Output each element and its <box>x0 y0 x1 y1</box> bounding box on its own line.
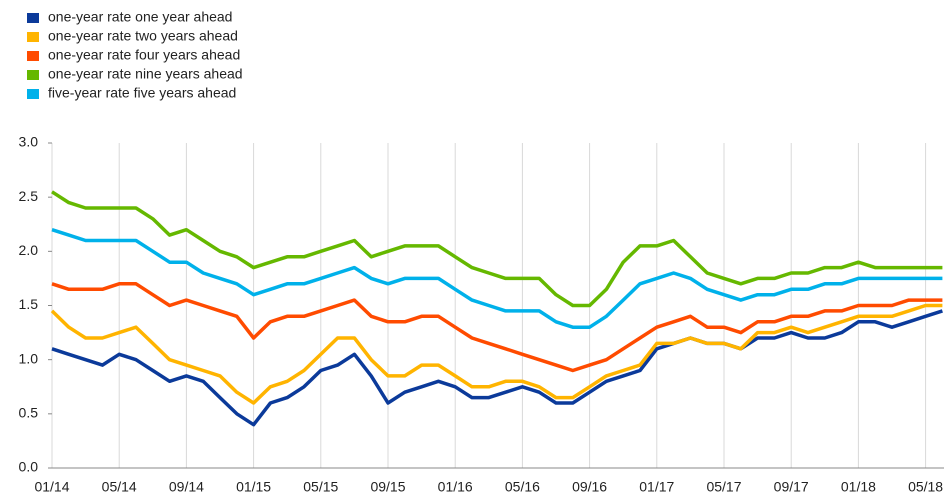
x-tick-label: 05/14 <box>102 479 137 495</box>
x-tick-label: 09/17 <box>774 479 809 495</box>
legend-label: one-year rate two years ahead <box>48 28 238 44</box>
x-tick-label: 01/17 <box>639 479 674 495</box>
x-tick-label: 01/15 <box>236 479 271 495</box>
legend-swatch <box>27 70 39 80</box>
line-series <box>51 309 943 427</box>
x-tick-label: 09/14 <box>169 479 204 495</box>
y-tick-label: 3.0 <box>19 134 39 150</box>
x-tick-label: 05/17 <box>706 479 741 495</box>
line-series <box>51 282 943 373</box>
x-tick-label: 01/16 <box>438 479 473 495</box>
line-series <box>50 303 943 405</box>
line-series <box>51 228 943 329</box>
x-tick-label: 01/14 <box>34 479 69 495</box>
x-tick-label: 09/15 <box>370 479 405 495</box>
legend-label: one-year rate one year ahead <box>48 9 232 25</box>
legend-swatch <box>27 13 39 23</box>
y-tick-label: 0.0 <box>19 459 39 475</box>
x-tick-label: 09/16 <box>572 479 607 495</box>
y-tick-label: 1.0 <box>19 350 39 366</box>
x-tick-label: 05/16 <box>505 479 540 495</box>
legend-swatch <box>27 32 39 42</box>
y-tick-label: 2.5 <box>19 188 39 204</box>
legend-swatch <box>27 89 39 99</box>
line-series <box>51 190 943 308</box>
x-tick-label: 05/18 <box>908 479 943 495</box>
y-tick-label: 1.5 <box>19 296 39 312</box>
x-tick-label: 01/18 <box>841 479 876 495</box>
legend-label: five-year rate five years ahead <box>48 85 236 101</box>
y-tick-label: 2.0 <box>19 242 39 258</box>
legend-label: one-year rate nine years ahead <box>48 66 243 82</box>
y-tick-label: 0.5 <box>19 405 39 421</box>
legend-swatch <box>27 51 39 61</box>
legend-label: one-year rate four years ahead <box>48 47 240 63</box>
x-tick-label: 05/15 <box>303 479 338 495</box>
